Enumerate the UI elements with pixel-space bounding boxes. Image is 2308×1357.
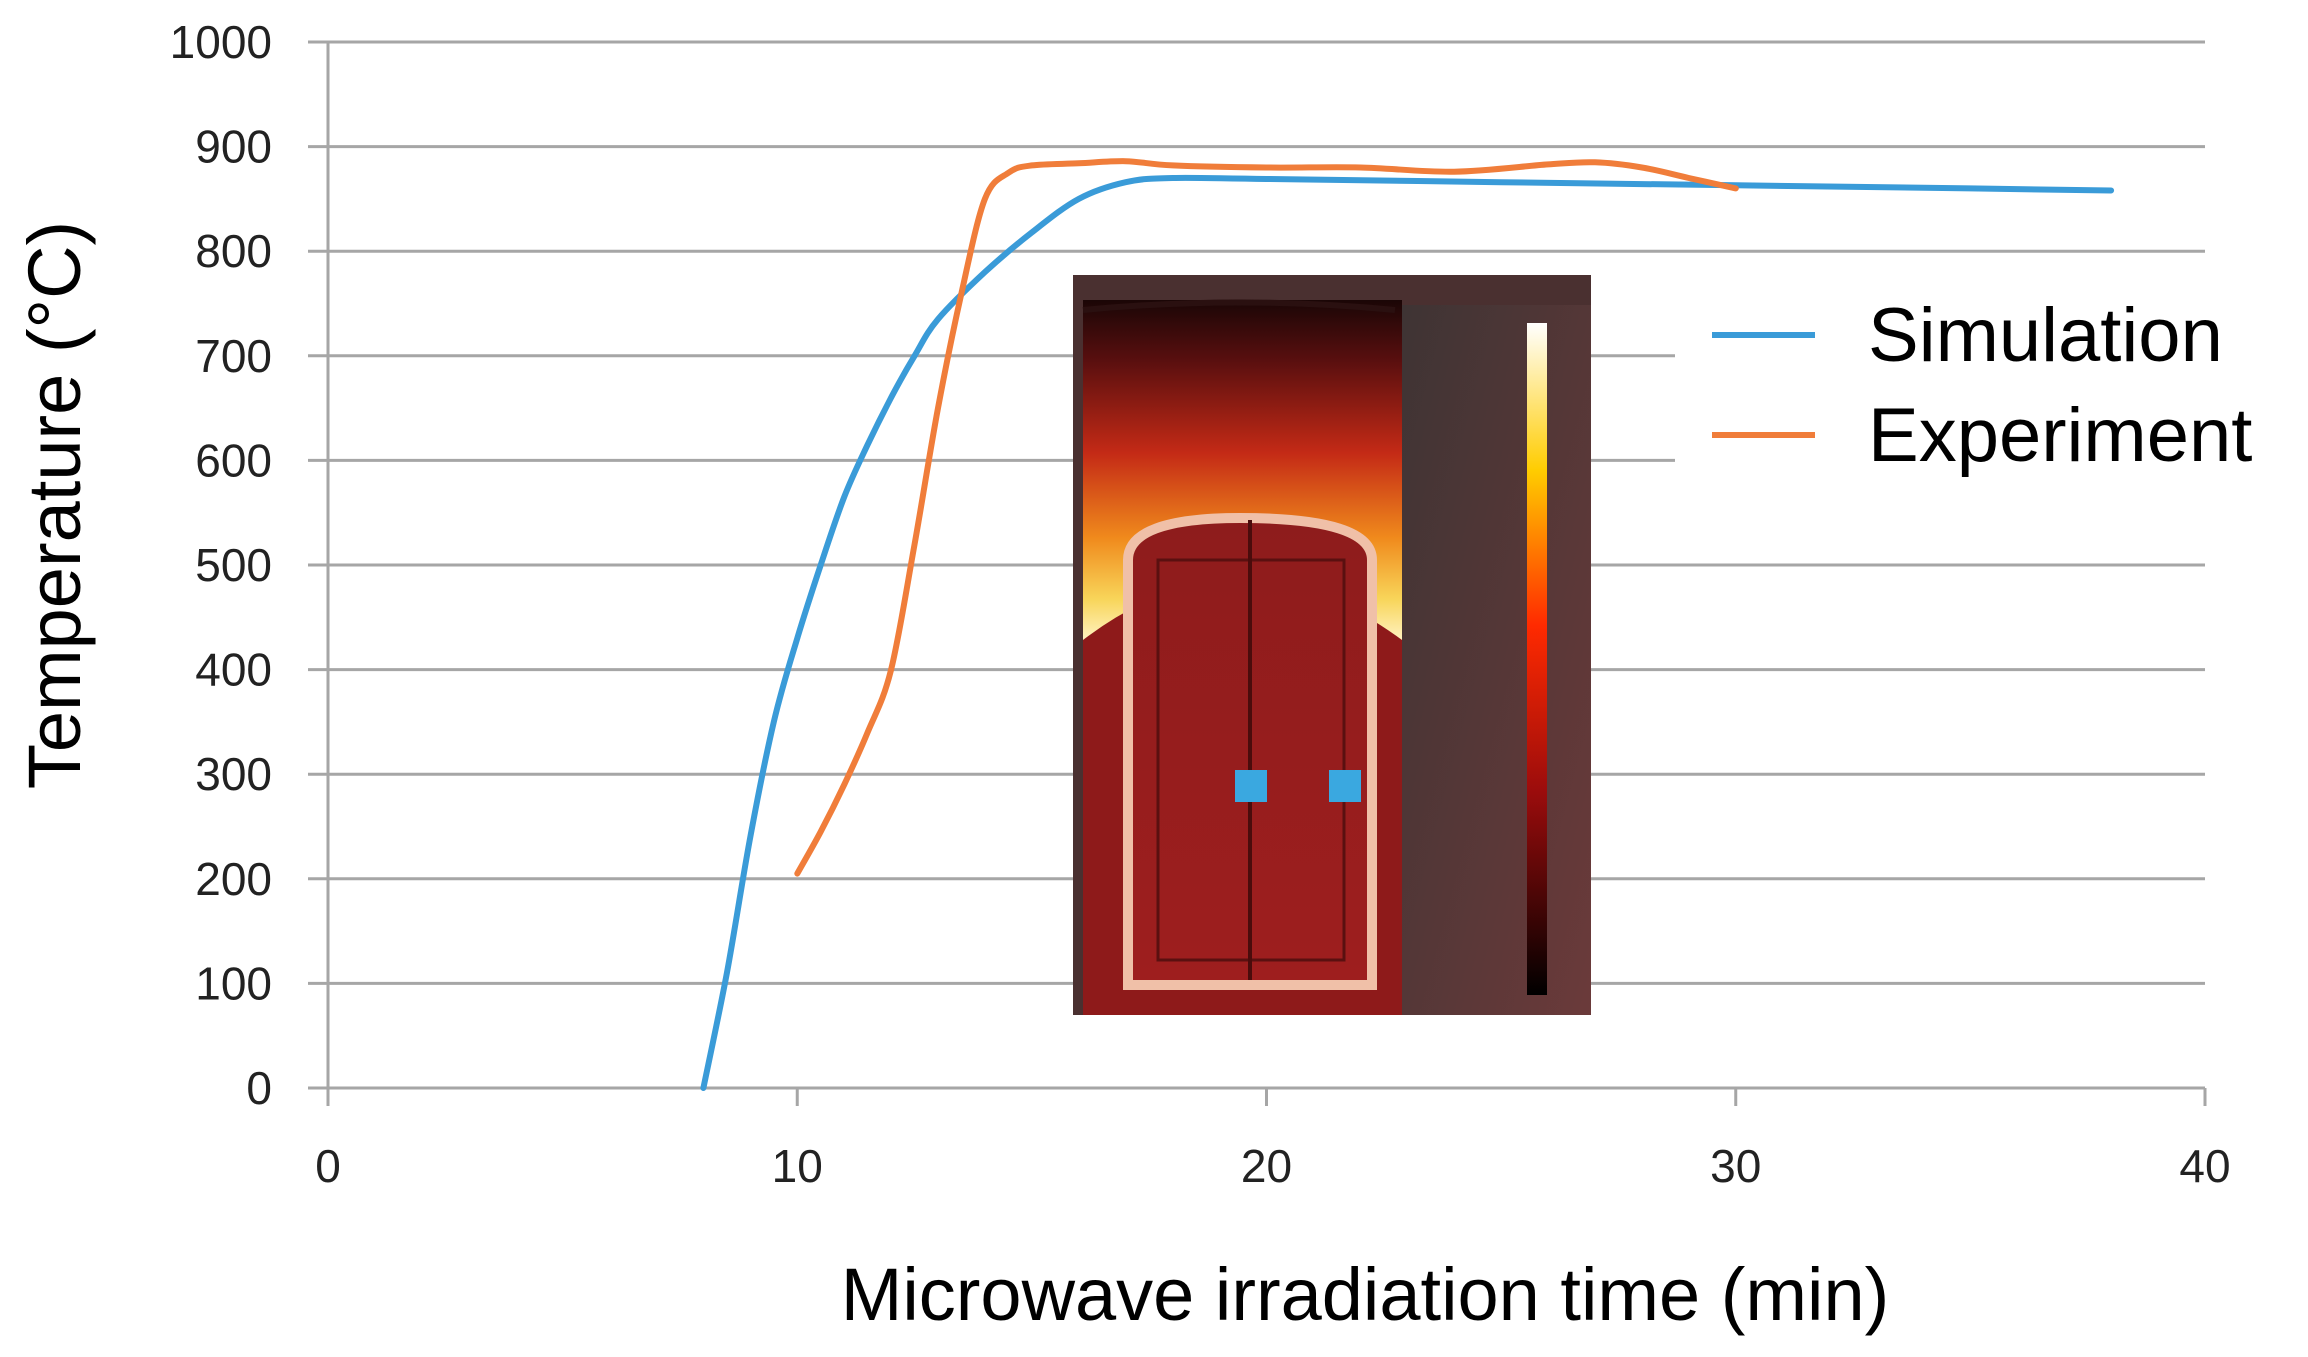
y-tick-label: 700 xyxy=(195,330,272,382)
legend: Simulation Experiment xyxy=(1675,265,2305,478)
y-tick-label: 500 xyxy=(195,539,272,591)
series-lines xyxy=(700,158,2115,1091)
y-tick-label: 400 xyxy=(195,644,272,696)
probe-point-center xyxy=(1235,770,1267,802)
series-line-experiment xyxy=(794,158,1739,877)
y-tick-label: 100 xyxy=(195,957,272,1009)
y-tick-label: 0 xyxy=(246,1062,272,1114)
inset-side-panel xyxy=(1402,305,1591,1015)
legend-label-simulation: Simulation xyxy=(1868,293,2223,378)
inset-colorbar xyxy=(1527,323,1547,995)
legend-label-experiment: Experiment xyxy=(1868,393,2252,478)
y-tick-label: 200 xyxy=(195,853,272,905)
x-axis-label: Microwave irradiation time (min) xyxy=(841,1253,1890,1336)
heat-map-inset xyxy=(1073,275,1591,1015)
legend-background xyxy=(1675,265,2305,465)
series-line-simulation xyxy=(700,174,2115,1091)
axes xyxy=(308,42,2207,1106)
y-axis-label: Temperature (°C) xyxy=(13,221,96,789)
x-tick-label: 40 xyxy=(2179,1140,2230,1192)
x-tick-label: 10 xyxy=(772,1140,823,1192)
y-tick-label: 800 xyxy=(195,225,272,277)
inset-top-cap xyxy=(1082,299,1396,313)
y-tick-label: 1000 xyxy=(170,16,272,68)
y-tick-label: 600 xyxy=(195,434,272,486)
x-tick-label: 30 xyxy=(1710,1140,1761,1192)
y-tick-label: 900 xyxy=(195,121,272,173)
y-tick-label: 300 xyxy=(195,748,272,800)
x-tick-label: 0 xyxy=(315,1140,341,1192)
x-tick-labels: 0 10 20 30 40 xyxy=(315,1140,2230,1192)
x-tick-label: 20 xyxy=(1241,1140,1292,1192)
probe-point-edge xyxy=(1329,770,1361,802)
y-tick-labels: 0 100 200 300 400 500 600 700 800 900 1000 xyxy=(170,16,272,1114)
